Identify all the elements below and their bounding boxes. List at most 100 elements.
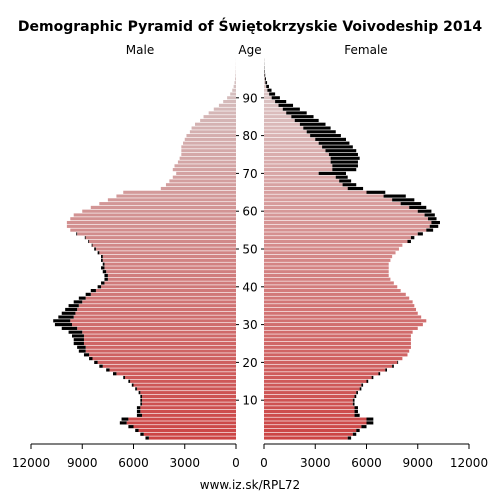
female-bar <box>264 297 409 300</box>
x-tick-label-male: 9000 <box>67 456 98 470</box>
male-bar <box>183 142 236 145</box>
age-tick-label: 20 <box>242 356 257 370</box>
male-excess-bar <box>62 312 76 315</box>
female-excess-bar <box>426 229 433 232</box>
female-bar <box>264 342 411 345</box>
female-bar <box>264 281 394 284</box>
male-bar <box>127 421 236 424</box>
male-bar <box>169 179 236 182</box>
female-bar <box>264 123 300 126</box>
male-excess-bar <box>88 240 89 243</box>
female-bar <box>264 225 430 228</box>
female-bar <box>264 365 392 368</box>
male-bar <box>82 210 236 213</box>
male-bar <box>235 77 236 80</box>
male-bar <box>116 195 236 198</box>
female-bar <box>264 160 331 163</box>
female-bar <box>264 353 408 356</box>
male-bar <box>140 410 236 413</box>
female-excess-bar <box>295 119 319 122</box>
male-bar <box>77 308 236 311</box>
male-bar <box>232 89 236 92</box>
female-bar <box>264 436 348 439</box>
female-excess-bar <box>355 410 358 413</box>
male-bar <box>108 278 236 281</box>
female-bars <box>264 58 440 439</box>
female-bar <box>264 142 319 145</box>
female-bar <box>264 410 355 413</box>
female-excess-bar <box>332 164 358 167</box>
female-excess-bar <box>348 187 363 190</box>
male-bar <box>144 433 236 436</box>
male-bar <box>106 270 236 273</box>
female-bar <box>264 244 402 247</box>
male-label: Male <box>126 43 154 57</box>
male-bar <box>91 293 236 296</box>
female-excess-bar <box>397 361 398 364</box>
female-bar <box>264 210 418 213</box>
female-bar <box>264 319 426 322</box>
age-tick-label: 50 <box>242 243 257 257</box>
female-excess-bar <box>265 77 266 80</box>
male-excess-bar <box>101 281 104 284</box>
male-bar <box>74 213 236 216</box>
female-bar <box>264 278 390 281</box>
female-bar <box>264 183 343 186</box>
female-bar <box>264 187 348 190</box>
male-excess-bar <box>139 391 141 394</box>
female-bar <box>264 168 332 171</box>
male-bar <box>234 81 236 84</box>
female-bar <box>264 172 319 175</box>
female-excess-bar <box>266 85 269 88</box>
female-bar <box>264 115 291 118</box>
male-bar <box>234 85 236 88</box>
female-bar <box>264 247 399 250</box>
female-excess-bar <box>430 225 439 228</box>
male-bar <box>219 104 236 107</box>
male-excess-bar <box>101 255 103 258</box>
male-bar <box>161 187 236 190</box>
male-excess-bar <box>104 278 107 281</box>
male-bar <box>79 304 236 307</box>
x-tick-label-male: 6000 <box>118 456 149 470</box>
male-bar <box>204 115 236 118</box>
female-excess-bar <box>267 89 271 92</box>
female-excess-bar <box>329 153 358 156</box>
female-excess-bar <box>360 387 362 390</box>
female-bar <box>264 89 267 92</box>
male-bar <box>103 365 236 368</box>
female-bar <box>264 77 265 80</box>
female-excess-bar <box>291 115 313 118</box>
female-bar <box>264 399 353 402</box>
female-bar <box>264 130 307 133</box>
male-bar <box>200 119 236 122</box>
male-bar <box>82 300 236 303</box>
female-bar <box>264 157 331 160</box>
female-excess-bar <box>339 179 351 182</box>
female-excess-bar <box>319 142 350 145</box>
female-bar <box>264 304 414 307</box>
female-excess-bar <box>353 399 355 402</box>
male-bar <box>75 312 236 315</box>
female-bar <box>264 202 401 205</box>
male-excess-bar <box>53 319 70 322</box>
female-bar <box>264 92 269 95</box>
female-excess-bar <box>425 213 435 216</box>
female-bar <box>264 108 283 111</box>
female-bar <box>264 384 361 387</box>
female-bar <box>264 429 356 432</box>
female-excess-bar <box>300 123 326 126</box>
female-excess-bar <box>310 134 341 137</box>
female-bar <box>264 100 275 103</box>
male-bar <box>104 266 236 269</box>
male-bar <box>84 338 236 341</box>
female-bar <box>264 138 315 141</box>
male-bar <box>223 100 236 103</box>
female-bar <box>264 176 336 179</box>
female-excess-bar <box>332 168 356 171</box>
female-excess-bar <box>392 198 414 201</box>
female-excess-bar <box>367 418 374 421</box>
female-excess-bar <box>279 104 294 107</box>
